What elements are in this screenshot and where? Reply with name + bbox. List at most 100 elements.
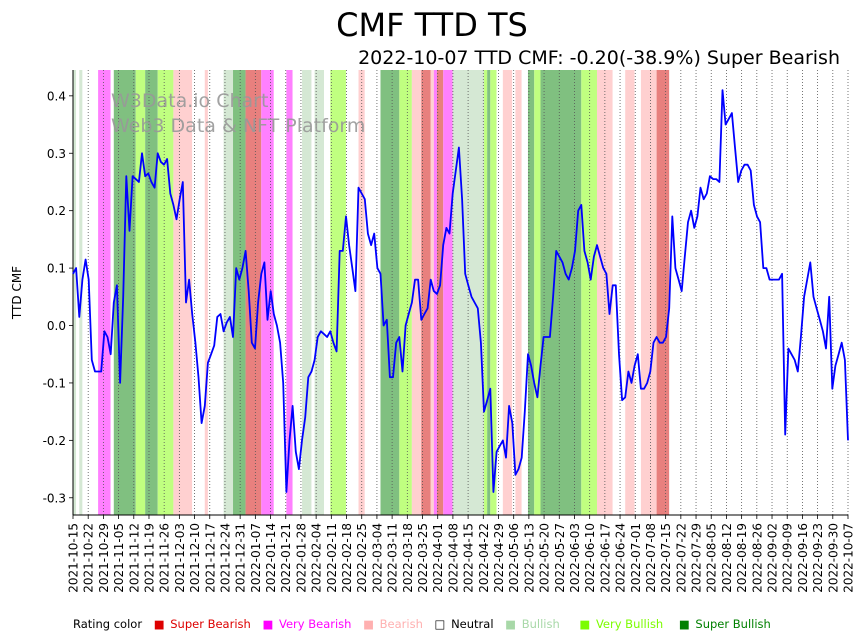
legend-super-bearish-label: Super Bearish [170,617,251,631]
x-tick-label-21: 2022-03-11 [386,523,400,593]
x-tick-label-47: 2022-09-09 [781,523,795,593]
rating-band-36 [443,70,453,515]
y-tick-label-4: 0.1 [47,262,66,276]
rating-band-56 [666,70,670,515]
legend-bullish-label: Bullish [521,617,560,631]
x-tick-label-10: 2021-12-24 [218,523,232,593]
legend-bullish: ■ Bullish [505,617,565,631]
rating-band-12 [204,70,208,515]
x-tick-label-11: 2021-12-31 [234,523,248,593]
rating-band-42 [502,70,513,515]
legend-super-bearish: ■ Super Bearish [154,617,257,631]
x-tick-label-4: 2021-11-12 [127,523,141,593]
y-tick-label-6: 0.3 [47,147,66,161]
x-tick-label-48: 2022-09-16 [796,523,810,593]
x-tick-label-15: 2022-01-28 [294,523,308,593]
y-tick-label-5: 0.2 [47,204,66,218]
rating-band-23 [314,70,325,515]
rating-band-0 [73,70,77,515]
legend-bearish-marker: ■ [363,617,374,631]
rating-band-16 [245,70,262,515]
legend-prefix: Rating color [73,617,143,631]
x-tick-label-50: 2022-09-30 [826,523,840,593]
rating-band-26 [345,70,359,515]
chart-title: CMF TTD TS [336,6,528,44]
y-tick-label-7: 0.4 [47,89,66,103]
legend-neutral: □ Neutral [435,617,500,631]
legend-very-bullish: ■ Very Bullish [579,617,668,631]
x-tick-label-25: 2022-04-08 [446,523,460,593]
y-axis-label: TTD CMF [10,266,24,320]
rating-band-52 [625,70,635,515]
x-tick-label-22: 2022-03-18 [401,523,415,593]
x-tick-label-16: 2022-02-04 [310,523,324,593]
legend-super-bearish-marker: ■ [153,617,165,631]
x-tick-label-49: 2022-09-23 [811,523,825,593]
x-tick-label-27: 2022-04-22 [477,523,491,593]
rating-band-55 [656,70,667,515]
x-tick-label-6: 2021-11-26 [158,523,172,593]
x-tick-label-46: 2022-09-02 [766,523,780,593]
legend-bearish-label: Bearish [379,617,423,631]
x-tick-label-12: 2022-01-07 [249,523,263,593]
legend-very-bearish: ■ Very Bearish [262,617,357,631]
rating-band-40 [490,70,497,515]
legend-neutral-label: Neutral [451,617,494,631]
rating-band-39 [487,70,491,515]
x-tick-label-36: 2022-06-24 [614,523,628,593]
rating-band-22 [311,70,315,515]
x-tick-label-32: 2022-05-27 [553,523,567,593]
watermark-line-0: W3Data.io Chart [111,90,268,112]
rating-band-10 [173,70,193,515]
rating-band-38 [484,70,488,515]
x-tick-label-29: 2022-05-06 [507,523,521,593]
x-tick-label-24: 2022-04-01 [431,523,445,593]
x-tick-label-13: 2022-01-14 [264,523,278,593]
x-tick-label-1: 2021-10-22 [82,523,96,593]
rating-band-5 [110,70,114,515]
rating-band-14 [223,70,234,515]
legend-very-bearish-marker: ■ [262,617,274,631]
x-tick-label-23: 2022-03-25 [416,523,430,593]
x-tick-label-0: 2021-10-15 [67,523,81,593]
rating-band-13 [207,70,224,515]
x-tick-label-33: 2022-06-03 [568,523,582,593]
rating-band-19 [286,70,293,515]
y-tick-label-3: 0.0 [47,319,66,333]
rating-band-11 [192,70,205,515]
x-tick-label-9: 2021-12-17 [203,523,217,593]
rating-band-6 [113,70,136,515]
x-tick-label-14: 2022-01-21 [279,523,293,593]
rating-band-30 [399,70,412,515]
x-tick-label-30: 2022-05-13 [522,523,536,593]
legend-bearish: ■ Bearish [363,617,428,631]
x-tick-label-20: 2022-03-04 [370,523,384,593]
rating-band-53 [634,70,641,515]
x-tick-label-43: 2022-08-12 [720,523,734,593]
cmf-series-line [72,89,849,493]
rating-band-28 [364,70,381,515]
y-tick-label-0: -0.3 [43,491,66,505]
x-tick-label-3: 2021-11-05 [112,523,126,593]
rating-band-41 [496,70,503,515]
x-tick-label-38: 2022-07-08 [644,523,658,593]
x-tick-label-40: 2022-07-22 [674,523,688,593]
rating-band-51 [612,70,626,515]
rating-band-32 [421,70,431,515]
x-tick-label-5: 2021-11-19 [142,523,156,593]
x-tick-label-35: 2022-06-17 [598,523,612,593]
rating-band-48 [540,70,582,515]
rating-band-21 [302,70,312,515]
legend-super-bullish-label: Super Bullish [695,617,771,631]
legend-very-bearish-label: Very Bearish [279,617,352,631]
legend-very-bullish-label: Very Bullish [595,617,664,631]
rating-band-24 [324,70,331,515]
legend-bullish-marker: ■ [505,617,517,631]
x-tick-label-37: 2022-07-01 [629,523,643,593]
x-tick-label-18: 2022-02-18 [340,523,354,593]
x-tick-label-45: 2022-08-26 [750,523,764,593]
rating-band-15 [233,70,246,515]
rating-band-35 [436,70,444,515]
rating-band-45 [521,70,528,515]
legend-super-bullish: ■ Super Bullish [679,617,773,631]
